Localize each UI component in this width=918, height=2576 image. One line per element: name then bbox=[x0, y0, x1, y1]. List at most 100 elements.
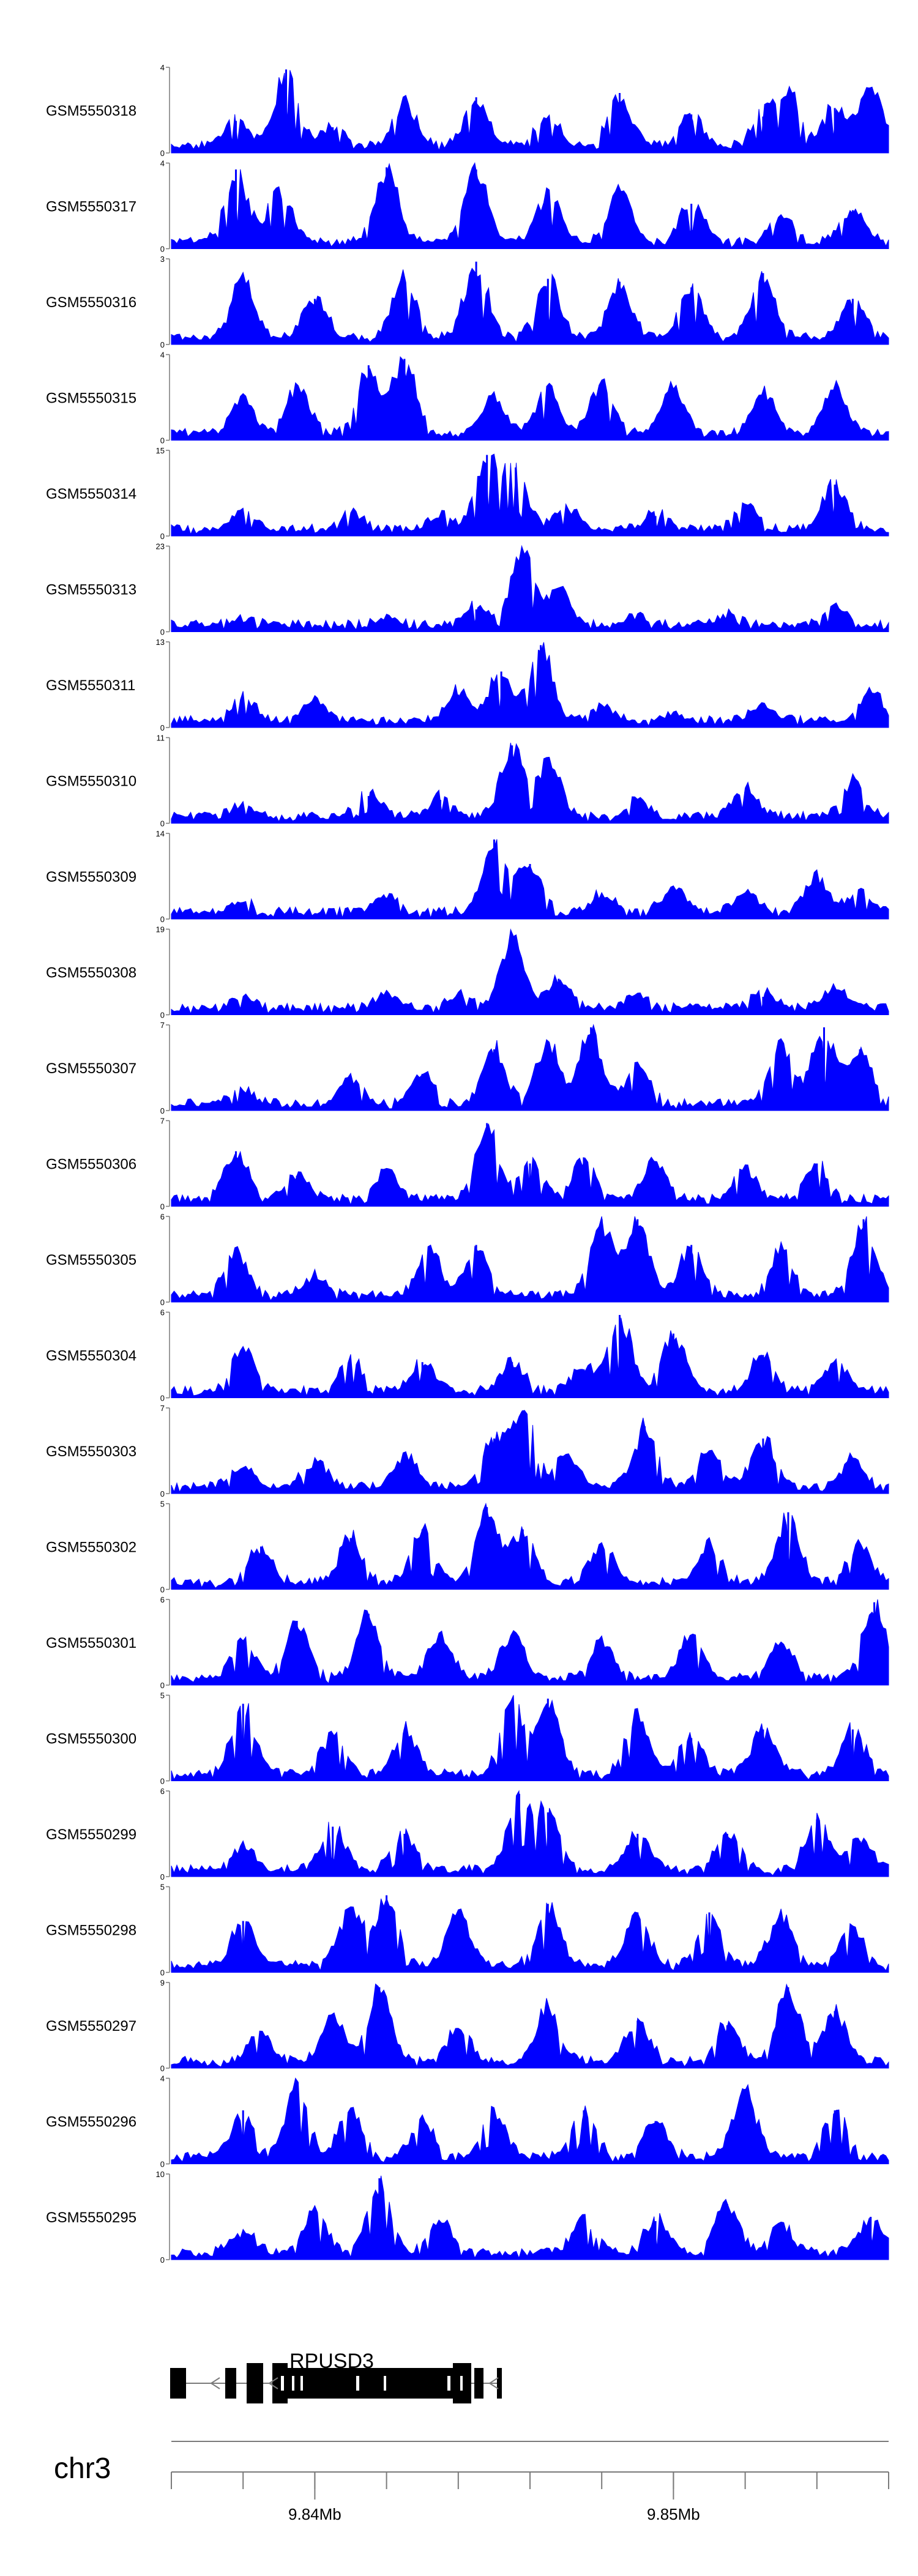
track-label: GSM5550299 bbox=[46, 1826, 136, 1843]
y-max-tick-label: 13 bbox=[156, 638, 165, 647]
y-min-tick-label: 0 bbox=[160, 149, 165, 158]
track-gsm5550311: GSM5550311 13 0 bbox=[46, 638, 889, 732]
track-gsm5550296: GSM5550296 4 0 bbox=[46, 2074, 889, 2169]
track-label: GSM5550302 bbox=[46, 1539, 136, 1556]
strand-arrow-icon bbox=[488, 2377, 499, 2389]
x-tick-label: 9.84Mb bbox=[288, 2505, 341, 2523]
y-max-tick-label: 23 bbox=[156, 542, 165, 551]
track-gsm5550313: GSM5550313 23 0 bbox=[46, 542, 889, 637]
track-label: GSM5550313 bbox=[46, 582, 136, 598]
gene-exon bbox=[247, 2368, 263, 2399]
gene-utr bbox=[453, 2395, 471, 2403]
gene-gap bbox=[356, 2376, 359, 2391]
y-min-tick-label: 0 bbox=[160, 1202, 165, 1212]
track-gsm5550298: GSM5550298 5 0 bbox=[46, 1883, 889, 1978]
y-max-tick-label: 11 bbox=[157, 734, 165, 743]
y-min-tick-label: 0 bbox=[160, 723, 165, 732]
y-max-tick-label: 19 bbox=[156, 925, 165, 934]
track-gsm5550308: GSM5550308 19 0 bbox=[46, 925, 889, 1020]
gene-exon bbox=[497, 2368, 502, 2399]
y-min-tick-label: 0 bbox=[160, 1298, 165, 1307]
coverage-area bbox=[171, 2175, 889, 2260]
track-label: GSM5550314 bbox=[46, 486, 136, 502]
y-max-tick-label: 14 bbox=[156, 829, 165, 838]
y-max-tick-label: 7 bbox=[160, 1404, 165, 1413]
y-max-tick-label: 4 bbox=[160, 2074, 165, 2083]
track-gsm5550307: GSM5550307 7 0 bbox=[46, 1021, 889, 1115]
track-label: GSM5550316 bbox=[46, 294, 136, 311]
track-gsm5550305: GSM5550305 6 0 bbox=[46, 1212, 889, 1307]
y-min-tick-label: 0 bbox=[160, 532, 165, 541]
track-gsm5550303: GSM5550303 7 0 bbox=[46, 1404, 889, 1498]
track-gsm5550306: GSM5550306 7 0 bbox=[46, 1117, 889, 1212]
track-gsm5550314: GSM5550314 15 0 bbox=[46, 446, 889, 541]
gene-gap bbox=[281, 2376, 284, 2391]
coverage-area bbox=[171, 162, 889, 249]
y-min-tick-label: 0 bbox=[160, 2064, 165, 2073]
y-min-tick-label: 0 bbox=[160, 1106, 165, 1115]
y-max-tick-label: 5 bbox=[160, 1691, 165, 1700]
track-gsm5550304: GSM5550304 6 0 bbox=[46, 1308, 889, 1403]
y-max-tick-label: 6 bbox=[160, 1212, 165, 1221]
gene-gap bbox=[384, 2376, 386, 2391]
track-label: GSM5550305 bbox=[46, 1252, 136, 1268]
y-min-tick-label: 0 bbox=[160, 819, 165, 828]
y-max-tick-label: 5 bbox=[160, 1500, 165, 1509]
chromosome-label: chr3 bbox=[54, 2452, 111, 2485]
y-max-tick-label: 4 bbox=[160, 63, 165, 72]
y-min-tick-label: 0 bbox=[160, 1394, 165, 1403]
coverage-tracks: GSM555031840GSM555031740GSM555031630GSM5… bbox=[46, 63, 889, 2265]
y-min-tick-label: 0 bbox=[160, 915, 165, 924]
track-gsm5550302: GSM5550302 5 0 bbox=[46, 1500, 889, 1595]
y-min-tick-label: 0 bbox=[160, 1872, 165, 1882]
track-label: GSM5550307 bbox=[46, 1060, 136, 1077]
y-max-tick-label: 6 bbox=[160, 1595, 165, 1604]
coverage-area bbox=[171, 1790, 889, 1877]
y-max-tick-label: 15 bbox=[156, 446, 165, 455]
track-label: GSM5550298 bbox=[46, 1923, 136, 1939]
y-max-tick-label: 10 bbox=[156, 2170, 165, 2179]
gene-gap bbox=[447, 2376, 450, 2391]
y-min-tick-label: 0 bbox=[160, 245, 165, 254]
gene-exon bbox=[225, 2368, 236, 2399]
y-min-tick-label: 0 bbox=[160, 1777, 165, 1786]
gene-utr bbox=[247, 2395, 263, 2403]
coverage-area bbox=[171, 70, 889, 154]
gene-exon bbox=[474, 2368, 483, 2399]
y-max-tick-label: 6 bbox=[160, 1787, 165, 1796]
track-label: GSM5550315 bbox=[46, 390, 136, 407]
gene-gap bbox=[460, 2376, 463, 2391]
track-gsm5550318: GSM5550318 4 0 bbox=[46, 63, 889, 158]
y-max-tick-label: 5 bbox=[160, 1883, 165, 1892]
gene-exon bbox=[170, 2368, 186, 2399]
track-gsm5550297: GSM5550297 9 0 bbox=[46, 1978, 889, 2073]
track-label: GSM5550318 bbox=[46, 103, 136, 119]
track-gsm5550300: GSM5550300 5 0 bbox=[46, 1691, 889, 1786]
y-min-tick-label: 0 bbox=[160, 1489, 165, 1498]
track-label: GSM5550310 bbox=[46, 773, 136, 790]
y-max-tick-label: 7 bbox=[160, 1117, 165, 1126]
y-min-tick-label: 0 bbox=[160, 1968, 165, 1978]
y-max-tick-label: 9 bbox=[160, 1978, 165, 1987]
coverage-area bbox=[171, 545, 889, 632]
track-label: GSM5550304 bbox=[46, 1348, 136, 1364]
coverage-area bbox=[171, 642, 889, 728]
gene-exon bbox=[272, 2368, 471, 2399]
coverage-area bbox=[171, 1599, 889, 1686]
y-min-tick-label: 0 bbox=[160, 1585, 165, 1595]
y-min-tick-label: 0 bbox=[160, 340, 165, 349]
y-max-tick-label: 4 bbox=[160, 351, 165, 360]
y-min-tick-label: 0 bbox=[160, 436, 165, 445]
y-max-tick-label: 6 bbox=[160, 1308, 165, 1317]
track-label: GSM5550308 bbox=[46, 965, 136, 981]
track-gsm5550310: GSM5550310 11 0 bbox=[46, 734, 889, 828]
gene-annotation-track: RPUSD3 bbox=[170, 2350, 502, 2403]
gene-gap bbox=[300, 2376, 303, 2391]
track-label: GSM5550303 bbox=[46, 1443, 136, 1460]
gene-gap bbox=[292, 2376, 294, 2391]
track-gsm5550317: GSM5550317 4 0 bbox=[46, 159, 889, 254]
track-gsm5550295: GSM5550295 10 0 bbox=[46, 2170, 889, 2265]
gene-utr bbox=[247, 2363, 263, 2372]
gene-utr bbox=[453, 2363, 471, 2372]
